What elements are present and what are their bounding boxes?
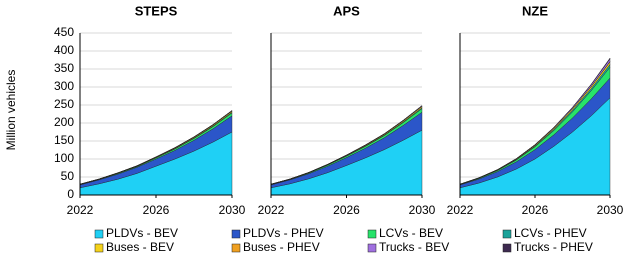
legend-label: PLDVs - PHEV <box>243 226 324 240</box>
area <box>459 57 611 185</box>
x-tick-label: 2030 <box>597 203 624 217</box>
panel-title: APS <box>333 3 360 18</box>
legend-label: Trucks - PHEV <box>514 240 593 254</box>
y-tick-label: 50 <box>61 169 75 183</box>
legend-swatch <box>502 229 512 239</box>
x-tick-label: 2026 <box>522 203 549 217</box>
x-tick-label: 2022 <box>67 203 94 217</box>
legend-label: LCVs - BEV <box>379 226 443 240</box>
legend-swatch <box>231 229 241 239</box>
y-tick-label: 250 <box>54 97 74 111</box>
y-tick-label: 200 <box>54 115 74 129</box>
y-tick-label: 450 <box>54 25 74 39</box>
y-tick-label: 300 <box>54 79 74 93</box>
y-axis-label: Million vehicles <box>4 70 18 151</box>
panel-title: NZE <box>522 3 548 18</box>
area <box>79 110 233 185</box>
legend-label: Buses - BEV <box>106 240 174 254</box>
x-tick-label: 2022 <box>447 203 474 217</box>
legend-label: LCVs - PHEV <box>514 226 587 240</box>
area <box>270 105 423 185</box>
panel-title: STEPS <box>135 3 178 18</box>
x-tick-label: 2030 <box>219 203 246 217</box>
legend-swatch <box>367 229 377 239</box>
y-tick-label: 100 <box>54 151 74 165</box>
legend-swatch <box>94 243 104 253</box>
x-tick-label: 2030 <box>409 203 436 217</box>
y-tick-label: 0 <box>67 187 74 201</box>
x-tick-label: 2022 <box>258 203 285 217</box>
legend-label: Buses - PHEV <box>243 240 320 254</box>
legend-swatch <box>367 243 377 253</box>
x-tick-label: 2026 <box>333 203 360 217</box>
y-tick-label: 350 <box>54 61 74 75</box>
legend-swatch <box>94 229 104 239</box>
y-tick-label: 400 <box>54 43 74 57</box>
legend-swatch <box>231 243 241 253</box>
legend-label: PLDVs - BEV <box>106 226 178 240</box>
y-tick-label: 150 <box>54 133 74 147</box>
legend-label: Trucks - BEV <box>379 240 449 254</box>
legend-swatch <box>502 243 512 253</box>
x-tick-label: 2026 <box>143 203 170 217</box>
